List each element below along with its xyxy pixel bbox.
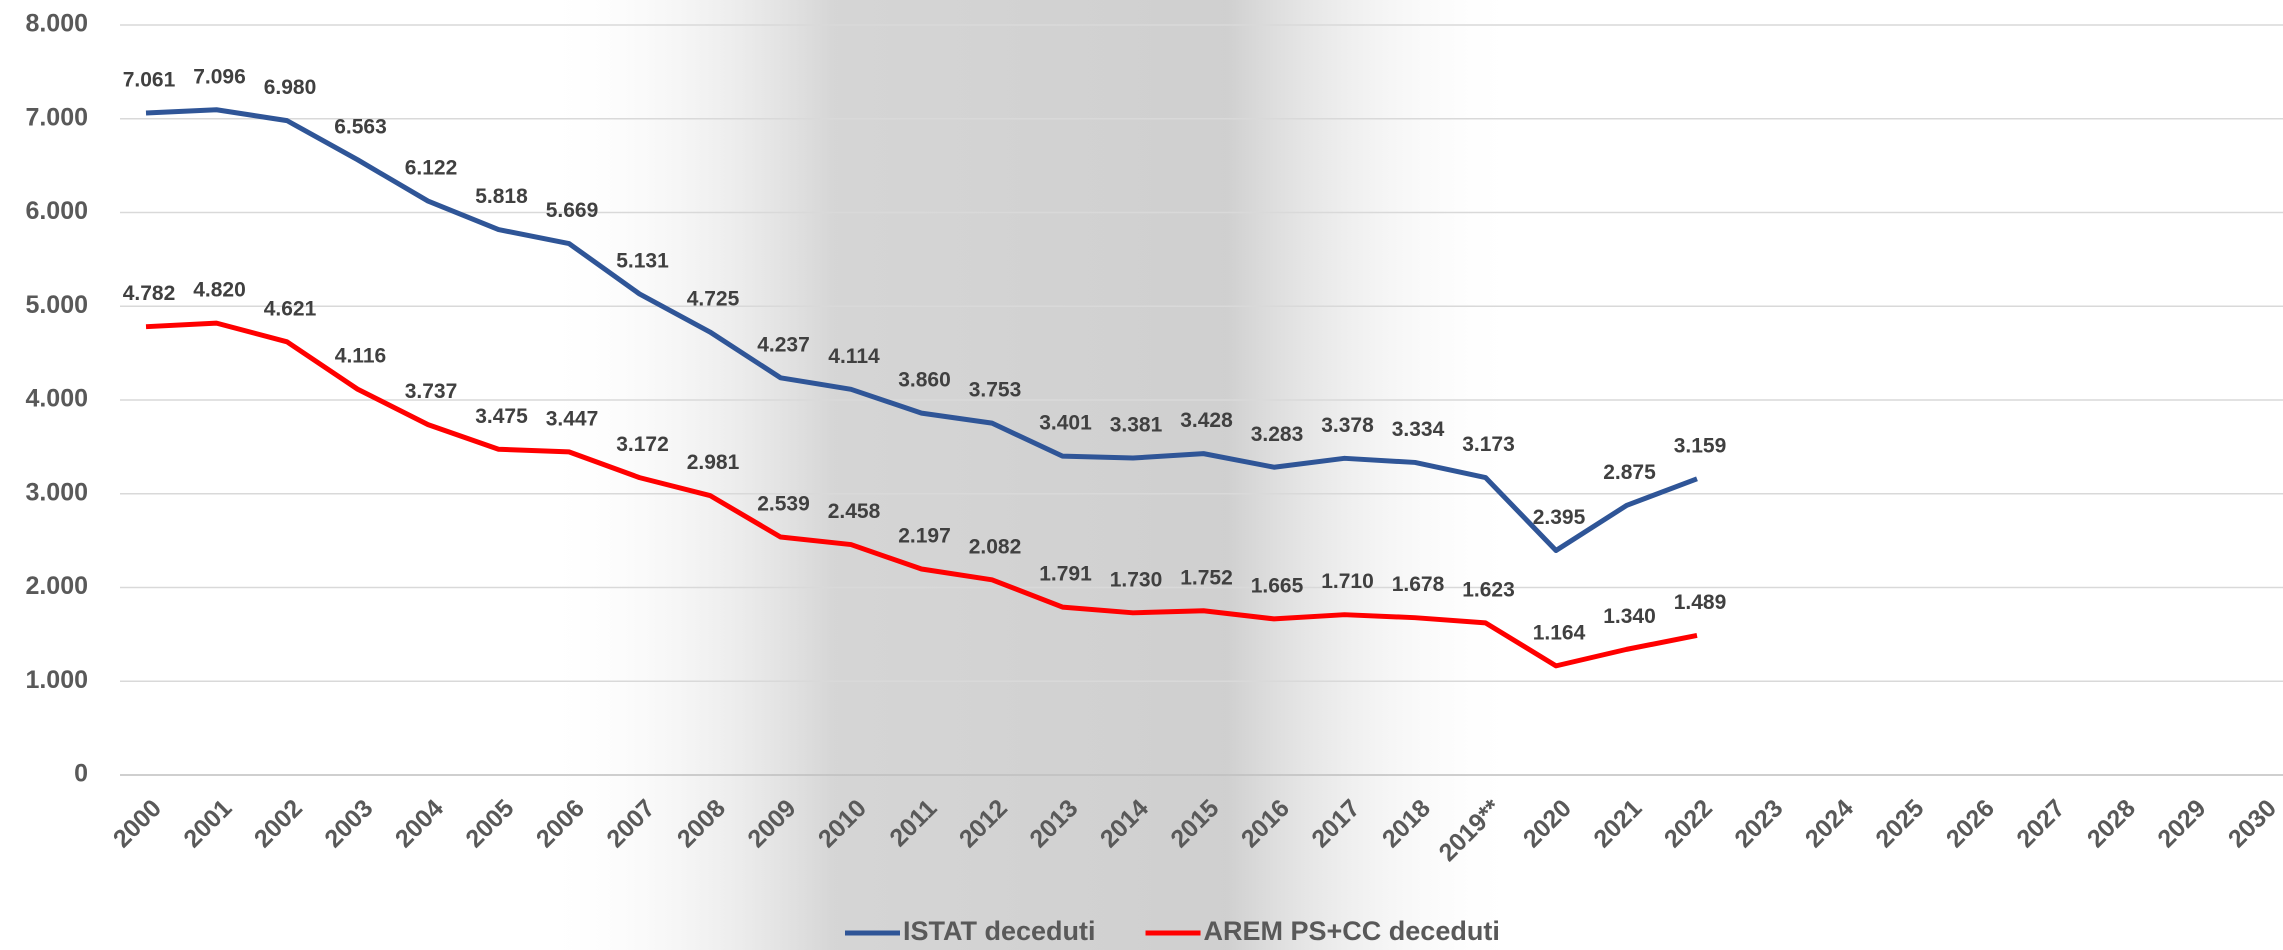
chart: 0 1.000 2.000 3.000 4.000 5.000 6.000 7.000 8.00… [0, 0, 2283, 950]
data-label: 3.381 [1110, 414, 1163, 437]
data-label: 3.737 [405, 380, 458, 403]
x-tick-label: 2027 [2011, 794, 2070, 853]
data-label: 2.875 [1603, 461, 1656, 484]
background-photo [540, 0, 1520, 950]
x-tick-label: 2026 [1941, 794, 2000, 853]
data-label: 3.401 [1039, 412, 1092, 435]
data-label: 3.860 [898, 369, 951, 392]
data-label: 3.475 [475, 405, 528, 428]
data-label: 2.197 [898, 525, 951, 548]
data-label: 7.061 [123, 69, 176, 92]
x-tick-label: 2025 [1870, 794, 1929, 853]
data-label: 6.563 [334, 115, 387, 138]
data-label: 3.447 [546, 407, 599, 430]
data-label: 2.395 [1533, 506, 1586, 529]
y-tick-label: 2.000 [25, 572, 88, 600]
data-label: 3.334 [1392, 418, 1445, 441]
data-label: 2.082 [969, 535, 1022, 558]
data-label: 4.621 [264, 297, 317, 320]
data-label: 1.710 [1321, 570, 1374, 593]
x-tick-label: 2005 [460, 794, 519, 853]
data-label: 4.237 [757, 333, 810, 356]
data-label: 1.489 [1674, 591, 1727, 614]
data-label: 1.678 [1392, 573, 1445, 596]
y-tick-label: 4.000 [25, 385, 88, 413]
x-tick-label: 2004 [390, 794, 449, 853]
data-label: 4.820 [193, 279, 246, 302]
data-label: 2.458 [828, 500, 881, 523]
x-tick-label: 2022 [1659, 794, 1718, 853]
data-label: 3.283 [1251, 423, 1304, 446]
data-label: 3.173 [1462, 433, 1515, 456]
x-tick-label: 2021 [1588, 794, 1647, 853]
data-label: 7.096 [193, 65, 246, 88]
data-label: 4.725 [687, 288, 740, 311]
data-label: 3.172 [616, 433, 669, 456]
y-tick-label: 1.000 [25, 666, 88, 694]
data-label: 3.428 [1180, 409, 1233, 432]
data-label: 2.981 [687, 451, 740, 474]
data-label: 1.665 [1251, 574, 1304, 597]
data-label: 5.818 [475, 185, 528, 208]
data-label: 1.340 [1603, 605, 1656, 628]
x-tick-label: 2023 [1729, 794, 1788, 853]
y-tick-label: 6.000 [25, 197, 88, 225]
y-tick-label: 3.000 [25, 478, 88, 506]
legend-label: AREM PS+CC deceduti [1204, 916, 1500, 946]
data-label: 6.980 [264, 76, 317, 99]
y-tick-label: 7.000 [25, 103, 88, 131]
data-label: 4.782 [123, 282, 176, 305]
x-tick-label: 2002 [249, 794, 308, 853]
x-tick-label: 2001 [178, 794, 237, 853]
data-label: 4.116 [335, 345, 386, 368]
x-tick-label: 2020 [1518, 794, 1577, 853]
data-label: 2.539 [757, 493, 810, 516]
x-tick-label: 2003 [319, 794, 378, 853]
data-label: 1.730 [1110, 568, 1163, 591]
y-tick-label: 5.000 [25, 291, 88, 319]
x-tick-label: 2024 [1800, 794, 1859, 853]
data-label: 3.378 [1321, 414, 1374, 437]
data-label: 5.131 [616, 250, 669, 273]
x-tick-label: 2028 [2082, 794, 2141, 853]
legend-label: ISTAT deceduti [903, 916, 1096, 946]
x-tick-label: 2000 [108, 794, 167, 853]
data-label: 1.791 [1039, 563, 1092, 586]
data-label: 1.623 [1462, 578, 1515, 601]
y-tick-label: 0 [74, 760, 88, 788]
data-label: 5.669 [546, 199, 599, 222]
data-label: 3.753 [969, 379, 1022, 402]
x-tick-label: 2029 [2152, 794, 2211, 853]
data-label: 3.159 [1674, 434, 1727, 457]
x-tick-label: 2030 [2223, 794, 2282, 853]
data-label: 4.114 [828, 345, 880, 368]
data-label: 1.752 [1180, 566, 1233, 589]
data-label: 1.164 [1533, 621, 1586, 644]
y-tick-label: 8.000 [25, 10, 88, 38]
data-label: 6.122 [405, 157, 458, 180]
